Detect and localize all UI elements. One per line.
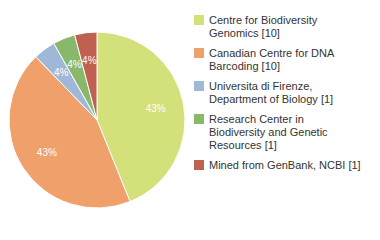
svg-text:4%: 4% xyxy=(67,59,82,70)
html-text:Barcoding [10]: Barcoding [10] xyxy=(209,60,280,72)
svg-text:43%: 43% xyxy=(146,103,166,114)
html-text:Research Center in: Research Center in xyxy=(209,113,304,125)
html-text:Resources [1]: Resources [1] xyxy=(209,139,277,151)
svg-text:4%: 4% xyxy=(54,66,69,78)
svg-text:43%: 43% xyxy=(37,147,57,158)
html-text:Universita di Firenze,: Universita di Firenze, xyxy=(209,80,313,92)
html-text:Centre for Biodiversity: Centre for Biodiversity xyxy=(209,14,318,26)
html-text:Canadian Centre for DNA: Canadian Centre for DNA xyxy=(209,47,335,59)
svg-text:4%: 4% xyxy=(82,55,97,66)
html-text:Genomics [10]: Genomics [10] xyxy=(209,27,280,39)
html-text:Mined from GenBank, NCBI [1]: Mined from GenBank, NCBI [1] xyxy=(209,159,361,171)
html-text:Biodiversity and Genetic: Biodiversity and Genetic xyxy=(209,126,328,138)
html-text:Department of Biology [1]: Department of Biology [1] xyxy=(209,93,334,105)
